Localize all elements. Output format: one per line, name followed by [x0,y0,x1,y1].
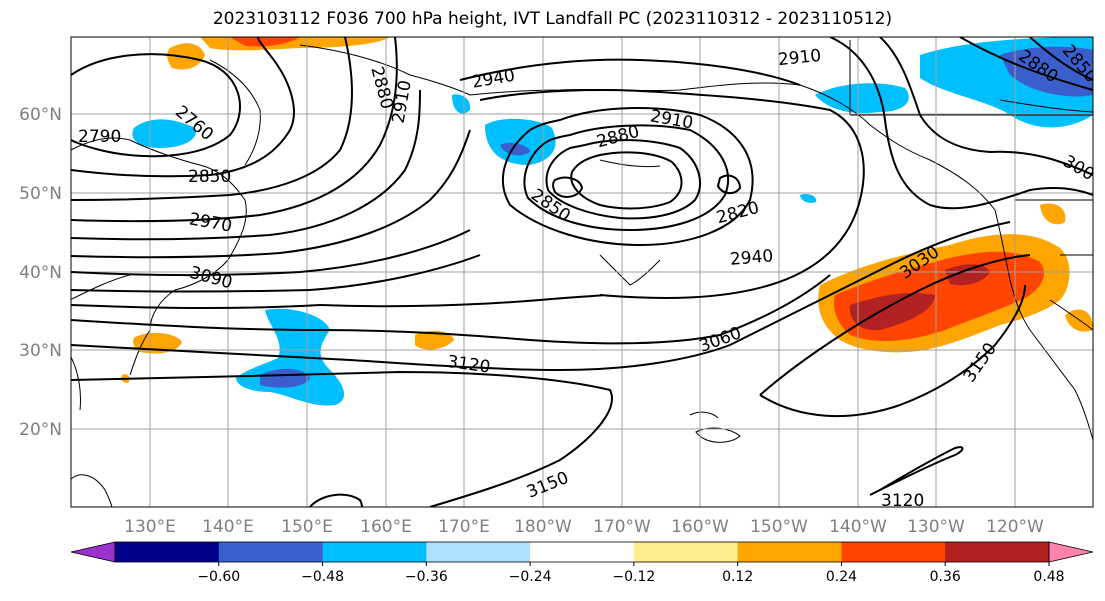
contour-label: 2790 [78,127,121,147]
colorbar-tick-label: −0.36 [405,569,448,585]
colorbar-segment [322,542,427,562]
lat-label: 50°N [19,184,62,204]
colorbar-segment [841,542,946,562]
colorbar-tick-label: 0.48 [1033,569,1064,585]
colorbar-tick-label: −0.60 [197,569,240,585]
colorbar-segment [945,542,1050,562]
ivt-positive-region [415,330,454,350]
contour-label: 3120 [881,491,924,511]
ivt-positive-region [945,264,990,286]
colorbar-tick-label: −0.12 [612,569,655,585]
height-contours [71,37,1093,507]
ivt-negative-region [485,118,556,165]
lon-label: 160°W [671,517,729,537]
ivt-negative-region [500,142,530,156]
ivt-negative-region [132,119,196,148]
ivt-positive-region [849,293,935,331]
colorbar-tick-label: 0.12 [722,569,753,585]
colorbar-segment [530,542,635,562]
lon-label: 130°W [907,517,965,537]
map-frame [70,36,1094,508]
contour-label: 2850 [188,167,231,187]
colorbar-segment [633,542,739,562]
colorbar-tick-label: −0.48 [301,569,344,585]
colorbar-extend-max [1048,541,1094,563]
ivt-negative-region [260,368,310,388]
lon-label: 180°W [514,517,572,537]
lon-label: 140°E [202,517,254,537]
colorbar-tick-label: 0.36 [930,569,961,585]
map-title: 2023103112 F036 700 hPa height, IVT Land… [212,9,893,29]
colorbar-extend-min [70,541,116,563]
colorbar-segment [115,542,220,562]
colorbar-tick-label: −0.24 [509,569,552,585]
ivt-negative-region [452,94,471,114]
colorbar-segment [426,542,531,562]
longitude-labels: 130°E 140°E 150°E 160°E 170°E 180°W 170°… [124,517,1044,537]
lat-label: 30°N [19,341,62,361]
lon-label: 160°E [360,517,412,537]
colorbar-tick-label: 0.24 [826,569,857,585]
lon-label: 140°W [829,517,887,537]
colorbar-segment [737,542,842,562]
latitude-labels: 60°N 50°N 40°N 30°N 20°N [19,105,62,440]
lon-label: 150°W [750,517,808,537]
lon-label: 170°E [438,517,490,537]
colorbar-segment [218,542,324,562]
lat-label: 40°N [19,263,62,283]
lon-label: 120°W [986,517,1044,537]
lat-label: 60°N [19,105,62,125]
ivt-negative-region [800,193,817,203]
colorbar: −0.60 −0.48 −0.36 −0.24 −0.12 0.12 0.24 0.36 0.4… [70,541,1094,585]
lat-label: 20°N [19,420,62,440]
ivt-positive-region [230,37,300,47]
lon-label: 130°E [124,517,176,537]
contour-label: 2910 [777,46,822,70]
lon-label: 170°W [593,517,651,537]
contour-label: 2940 [729,246,774,270]
colorbar-outline [114,541,1050,563]
ivt-negative-region [815,83,909,114]
ivt-positive-region [1040,203,1066,225]
lon-label: 150°E [281,517,333,537]
